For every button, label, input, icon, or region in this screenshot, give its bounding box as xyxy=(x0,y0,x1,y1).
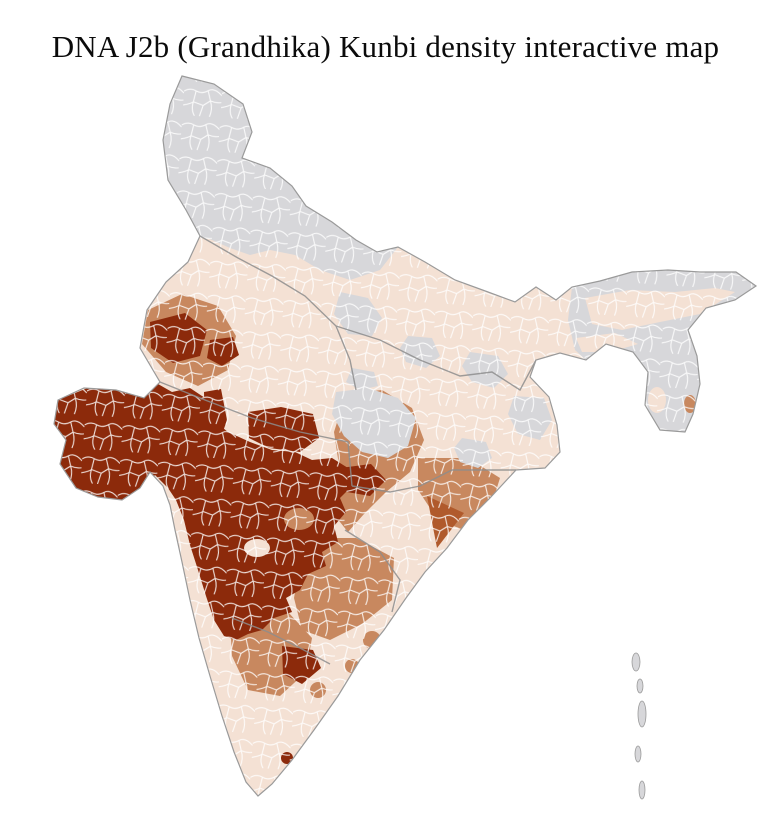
india-coast-outline xyxy=(53,75,758,797)
district-boundaries-overlay xyxy=(54,76,756,796)
state-borders xyxy=(159,235,537,665)
andaman-islands[interactable] xyxy=(631,652,647,800)
page-title: DNA J2b (Grandhika) Kunbi density intera… xyxy=(51,28,720,64)
